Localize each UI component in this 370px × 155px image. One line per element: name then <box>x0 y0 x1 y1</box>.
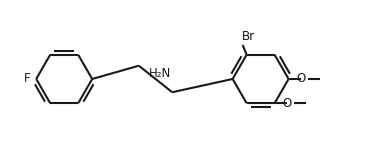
Text: O: O <box>297 73 306 85</box>
Text: O: O <box>283 97 292 110</box>
Text: F: F <box>24 73 30 85</box>
Text: H₂N: H₂N <box>149 67 172 80</box>
Text: Br: Br <box>242 30 255 43</box>
